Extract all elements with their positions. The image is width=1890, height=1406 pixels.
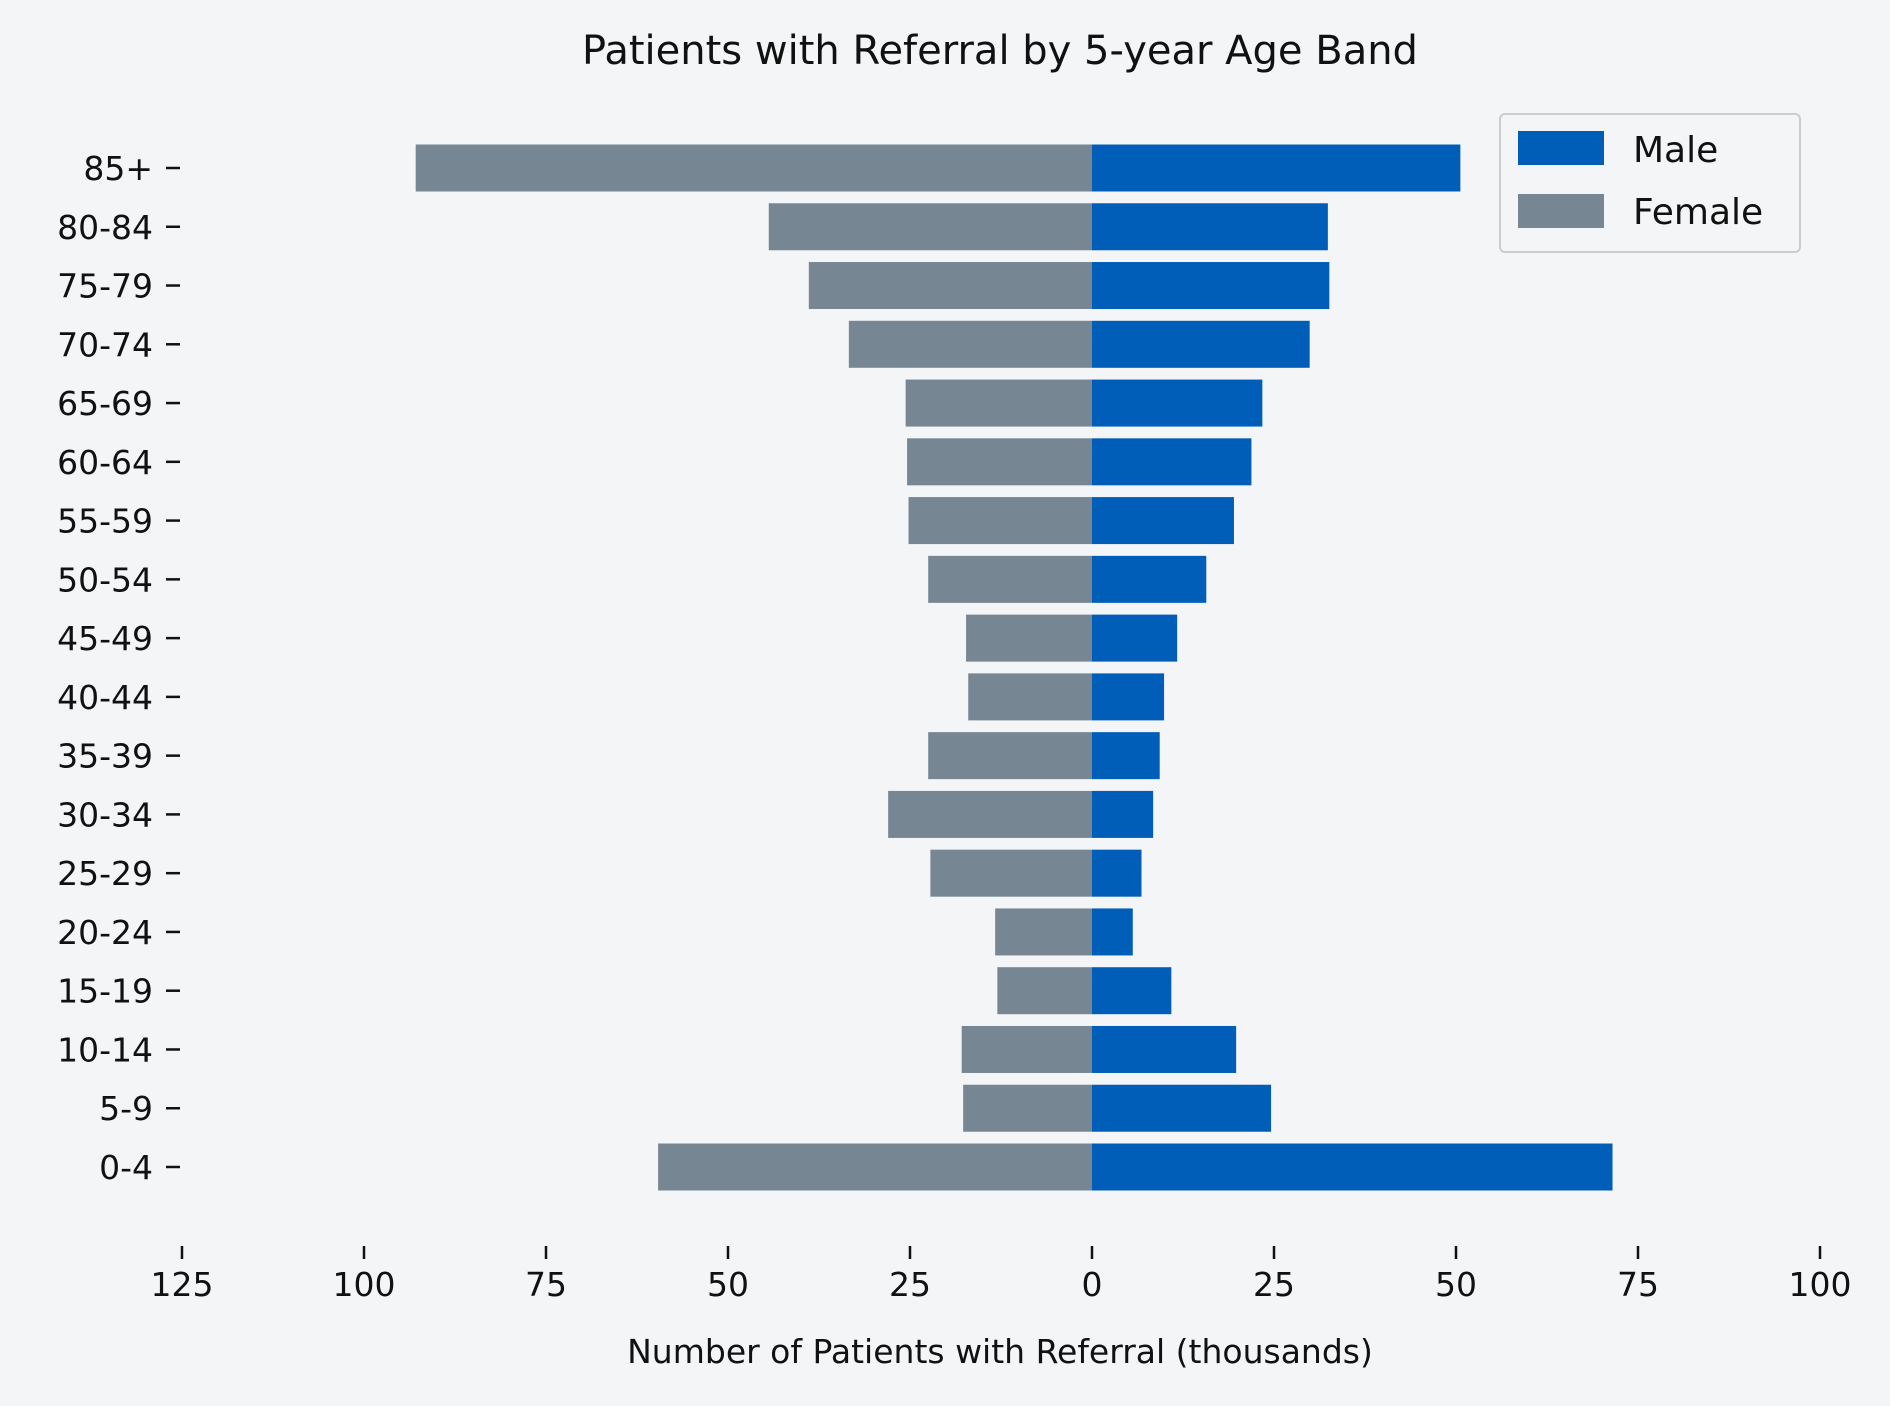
x-tick-label-5: 0	[1082, 1265, 1103, 1304]
bar-female-80-84	[768, 203, 1092, 251]
bar-male-40-44	[1092, 673, 1165, 721]
legend-swatch-male	[1518, 131, 1604, 165]
legend-label-male: Male	[1633, 130, 1718, 171]
bar-male-65-69	[1092, 379, 1263, 427]
legend-label-female: Female	[1633, 192, 1763, 233]
bar-female-0-4	[658, 1143, 1092, 1191]
bar-male-0-4	[1092, 1143, 1613, 1191]
bar-male-15-19	[1092, 967, 1172, 1015]
y-tick-label-10-14: 10-14	[57, 1030, 153, 1069]
bar-female-50-54	[928, 555, 1092, 603]
bar-male-45-49	[1092, 614, 1178, 662]
bar-female-70-74	[848, 320, 1092, 368]
y-tick-label-45-49: 45-49	[57, 619, 153, 658]
y-tick-label-15-19: 15-19	[57, 972, 153, 1011]
legend: Male Female	[1499, 113, 1801, 253]
y-tick-label-35-39: 35-39	[57, 737, 153, 776]
y-axis: 0-4 5-9 10-14 15-19 20-24 25-29 30-34 35-39 40-4…	[57, 149, 180, 1187]
bar-female-45-49	[966, 614, 1092, 662]
bar-male-5-9	[1092, 1084, 1272, 1132]
bar-female-65-69	[905, 379, 1092, 427]
bar-male-10-14	[1092, 1025, 1237, 1073]
bar-female-25-29	[930, 849, 1092, 897]
bar-male-35-39	[1092, 732, 1160, 780]
y-tick-label-0-4: 0-4	[99, 1148, 153, 1187]
y-tick-label-25-29: 25-29	[57, 854, 153, 893]
x-tick-label-4: 25	[889, 1265, 931, 1304]
bar-female-85plus	[415, 144, 1092, 192]
bars-layer	[415, 144, 1613, 1191]
y-tick-label-65-69: 65-69	[57, 384, 153, 423]
y-tick-label-30-34: 30-34	[57, 795, 153, 834]
bar-female-30-34	[888, 790, 1092, 838]
x-tick-label-0: 125	[151, 1265, 214, 1304]
x-tick-label-2: 75	[525, 1265, 567, 1304]
bar-female-35-39	[928, 732, 1092, 780]
bar-male-70-74	[1092, 320, 1310, 368]
bar-male-30-34	[1092, 790, 1154, 838]
x-tick-label-3: 50	[707, 1265, 749, 1304]
bar-female-40-44	[968, 673, 1092, 721]
bar-female-55-59	[908, 497, 1092, 545]
y-tick-label-20-24: 20-24	[57, 913, 153, 952]
x-tick-label-8: 75	[1617, 1265, 1659, 1304]
y-tick-label-50-54: 50-54	[57, 560, 153, 599]
bar-female-15-19	[997, 967, 1092, 1015]
x-tick-label-7: 50	[1435, 1265, 1477, 1304]
x-tick-label-6: 25	[1253, 1265, 1295, 1304]
bar-female-20-24	[995, 908, 1092, 956]
bar-male-50-54	[1092, 555, 1207, 603]
bar-male-55-59	[1092, 497, 1234, 545]
y-tick-label-80-84: 80-84	[57, 208, 153, 247]
bar-female-60-64	[907, 438, 1092, 486]
x-axis: 125 100 75 50 25 0 25 50 75 100	[151, 1246, 1852, 1304]
x-axis-label: Number of Patients with Referral (thousa…	[627, 1332, 1373, 1371]
legend-swatch-female	[1518, 194, 1604, 228]
y-tick-label-60-64: 60-64	[57, 443, 153, 482]
y-tick-label-5-9: 5-9	[99, 1089, 153, 1128]
x-tick-label-9: 100	[1789, 1265, 1852, 1304]
bar-female-5-9	[963, 1084, 1092, 1132]
y-tick-label-75-79: 75-79	[57, 267, 153, 306]
y-tick-label-55-59: 55-59	[57, 502, 153, 541]
chart-title: Patients with Referral by 5-year Age Ban…	[582, 28, 1418, 74]
bar-male-60-64	[1092, 438, 1252, 486]
y-tick-label-40-44: 40-44	[57, 678, 153, 717]
y-tick-label-70-74: 70-74	[57, 325, 153, 364]
bar-male-80-84	[1092, 203, 1328, 251]
bar-female-10-14	[961, 1025, 1092, 1073]
bar-male-85plus	[1092, 144, 1461, 192]
bar-male-20-24	[1092, 908, 1133, 956]
bar-male-75-79	[1092, 262, 1330, 310]
y-tick-label-85plus: 85+	[83, 149, 153, 188]
bar-male-25-29	[1092, 849, 1142, 897]
x-tick-label-1: 100	[333, 1265, 396, 1304]
bar-female-75-79	[808, 262, 1092, 310]
